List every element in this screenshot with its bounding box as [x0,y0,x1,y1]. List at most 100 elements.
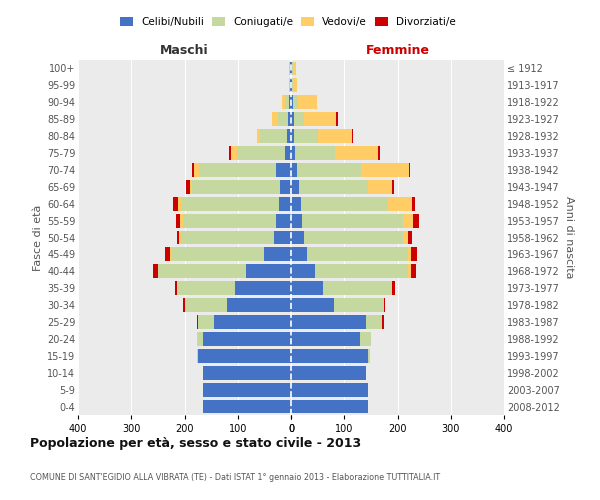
Bar [176,282,235,295]
Bar [291,180,299,194]
Bar [280,180,291,194]
Bar [165,248,170,262]
Y-axis label: Anni di nascita: Anni di nascita [563,196,574,279]
Bar [291,282,323,295]
Bar [197,315,198,329]
Bar [298,163,361,177]
Bar [307,248,408,262]
Bar [257,129,260,143]
Bar [276,214,291,228]
Bar [175,282,176,295]
Bar [179,230,181,244]
Bar [293,96,298,109]
Bar [272,112,278,126]
Bar [299,180,368,194]
Bar [315,264,408,278]
Bar [197,349,198,363]
Bar [411,248,417,262]
Title: Femmine: Femmine [365,44,430,58]
Bar [293,112,304,126]
Bar [198,349,291,363]
Bar [291,332,360,346]
Bar [291,366,365,380]
Bar [278,112,289,126]
Bar [291,400,368,413]
Bar [403,230,408,244]
Bar [289,78,290,92]
Bar [170,248,171,262]
Bar [335,146,378,160]
Bar [190,180,193,194]
Bar [192,163,194,177]
Bar [368,180,392,194]
Bar [291,129,293,143]
Bar [412,197,415,210]
Bar [293,78,297,92]
Bar [289,62,290,76]
Bar [291,112,293,126]
Bar [287,129,291,143]
Bar [235,282,291,295]
Bar [198,332,203,346]
Bar [197,332,198,346]
Bar [291,230,304,244]
Bar [291,315,365,329]
Bar [293,129,317,143]
Bar [183,214,276,228]
Bar [265,248,291,262]
Bar [403,214,413,228]
Bar [291,214,302,228]
Bar [152,264,158,278]
Bar [334,298,384,312]
Bar [285,96,289,109]
Bar [317,129,352,143]
Bar [291,197,301,210]
Bar [184,298,185,312]
Bar [291,349,368,363]
Bar [365,315,382,329]
Bar [203,382,291,396]
Bar [276,163,291,177]
Bar [304,230,403,244]
Bar [283,96,285,109]
Bar [361,163,409,177]
Y-axis label: Fasce di età: Fasce di età [32,204,43,270]
Bar [368,349,370,363]
Bar [158,264,246,278]
Bar [214,315,291,329]
Bar [360,332,371,346]
Bar [284,146,291,160]
Bar [408,264,411,278]
Bar [292,78,293,92]
Bar [291,62,292,76]
Bar [291,163,298,177]
Bar [227,298,291,312]
Bar [301,197,388,210]
Bar [194,163,199,177]
Bar [323,282,392,295]
Bar [408,248,411,262]
Bar [229,146,232,160]
Bar [185,298,227,312]
Bar [178,197,181,210]
Bar [298,96,317,109]
Bar [232,146,236,160]
Bar [292,62,293,76]
Bar [291,248,307,262]
Bar [274,230,291,244]
Bar [279,197,291,210]
Bar [382,315,384,329]
Text: Popolazione per età, sesso e stato civile - 2013: Popolazione per età, sesso e stato civil… [30,438,361,450]
Bar [291,146,295,160]
Bar [181,197,279,210]
Bar [173,197,178,210]
Bar [203,366,291,380]
Bar [193,180,280,194]
Bar [171,248,265,262]
Bar [260,129,287,143]
Bar [413,214,419,228]
Bar [236,146,284,160]
Bar [290,62,291,76]
Bar [176,230,179,244]
Bar [293,62,296,76]
